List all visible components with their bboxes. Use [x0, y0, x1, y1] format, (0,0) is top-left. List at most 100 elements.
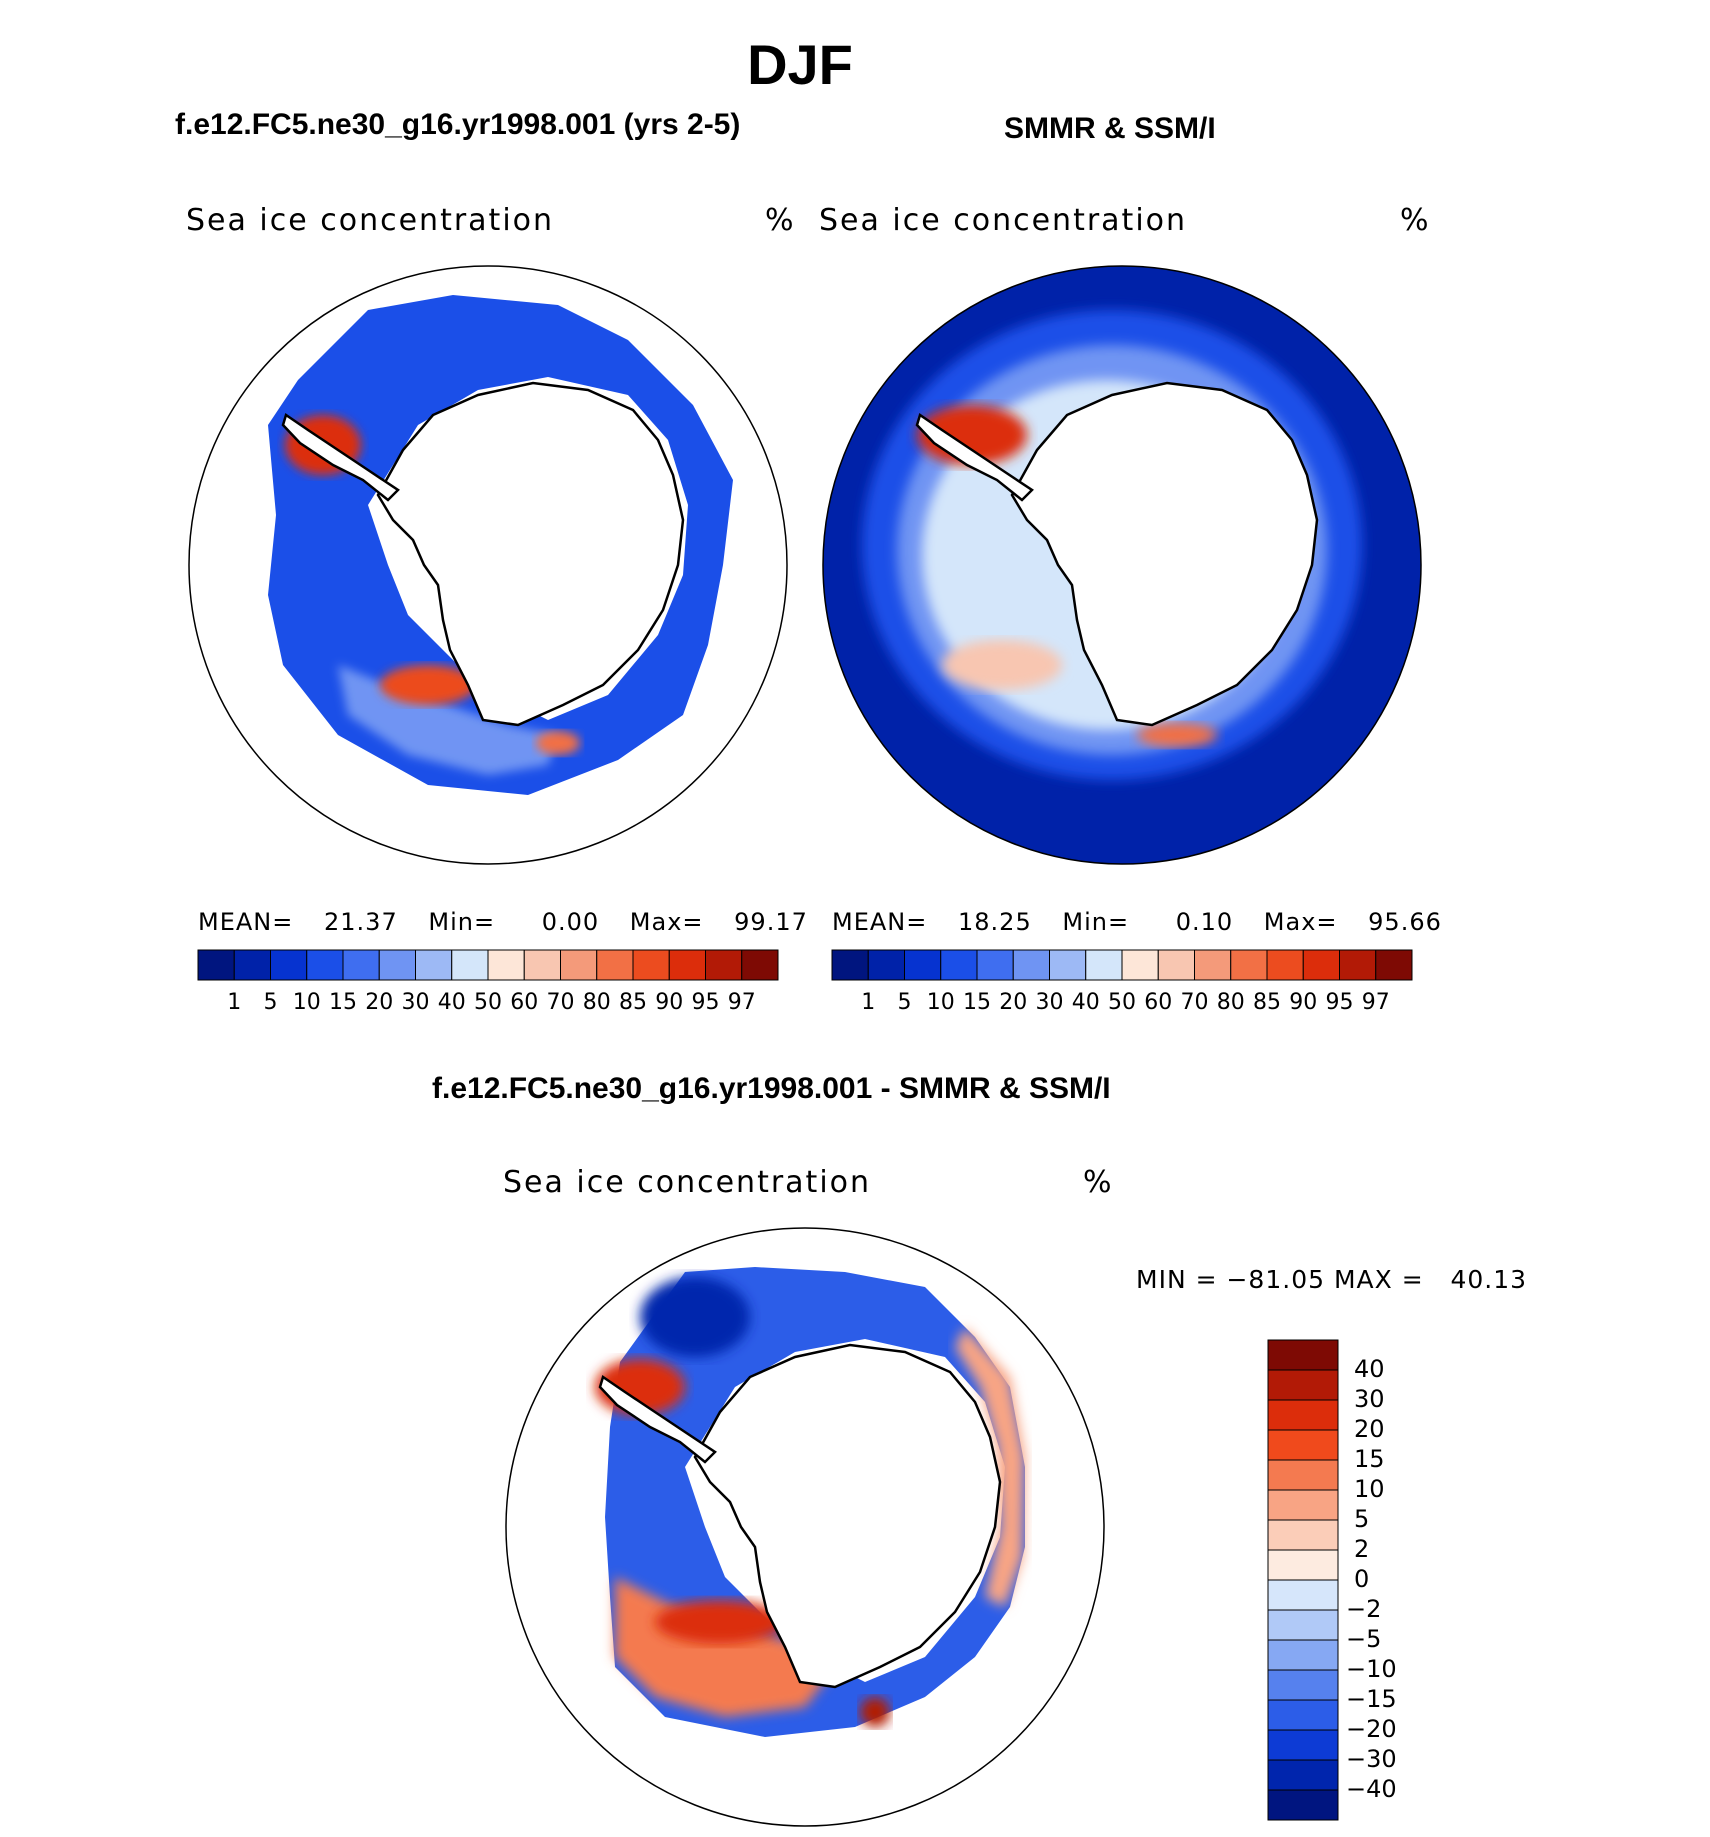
model-antarctica-land	[376, 381, 685, 727]
page-title: DJF	[747, 33, 853, 96]
model-colorbar-box-10	[560, 949, 598, 981]
diff-peninsula	[598, 1375, 717, 1464]
model-units-label: %	[765, 203, 796, 238]
model-colorbar-tick: 95	[691, 990, 720, 1015]
diff-colorbar-box-6	[1267, 1519, 1339, 1551]
model-colorbar-box-0	[197, 949, 235, 981]
model-colorbar-tick: 40	[437, 990, 466, 1015]
model-colorbar-tick: 90	[655, 990, 684, 1015]
obs-colorbar-tick: 15	[963, 990, 991, 1015]
obs-colorbar-box-11	[1230, 949, 1268, 981]
diff-colorbar-box-8	[1267, 1579, 1339, 1611]
model-colorbar-tick: 85	[619, 990, 647, 1015]
obs-colorbar-box-9	[1157, 949, 1195, 981]
obs-colorbar-box-4	[976, 949, 1014, 981]
diff-colorbar-tick: 15	[1354, 1445, 1385, 1473]
diff-colorbar-tick: 10	[1354, 1475, 1385, 1503]
diff-field	[595, 1267, 1025, 1737]
model-colorbar-tick: 80	[582, 990, 611, 1015]
obs-map	[822, 265, 1422, 865]
model-mean-value: 21.37	[324, 908, 398, 936]
obs-colorbar-box-6	[1049, 949, 1087, 981]
model-colorbar-box-1	[233, 949, 271, 981]
diff-colorbar-box-3	[1267, 1429, 1339, 1461]
model-ice-ring	[268, 295, 733, 795]
obs-colorbar-tick: 90	[1289, 990, 1318, 1015]
diff-units-label: %	[1083, 1165, 1114, 1200]
model-max-value: 99.17	[734, 908, 808, 936]
obs-colorbar-tick: 20	[999, 990, 1028, 1015]
model-colorbar-box-8	[487, 949, 525, 981]
diff-colorbar-tick: −20	[1346, 1715, 1397, 1743]
diff-colorbar-box-12	[1267, 1699, 1339, 1731]
diff-variable-label: Sea ice concentration	[503, 1165, 872, 1200]
model-colorbar-tick: 30	[401, 990, 430, 1015]
model-colorbar-box-14	[705, 949, 743, 981]
model-ice-high-ross	[380, 665, 476, 705]
model-colorbar-box-6	[415, 949, 453, 981]
diff-colorbar	[1267, 1339, 1339, 1821]
obs-max-label: Max=	[1263, 908, 1338, 936]
diff-colorbar-box-15	[1267, 1789, 1339, 1821]
diff-colorbar-tick: −5	[1346, 1625, 1382, 1653]
model-map-border	[188, 265, 788, 865]
model-map	[188, 265, 788, 865]
model-colorbar-tick: 1	[227, 990, 242, 1015]
diff-colorbar-box-0	[1267, 1339, 1339, 1371]
obs-colorbar	[831, 949, 1413, 981]
obs-antarctica-land	[1010, 381, 1319, 727]
model-colorbar-box-2	[270, 949, 308, 981]
obs-colorbar-tick: 1	[861, 990, 876, 1015]
model-colorbar-tick: 60	[510, 990, 539, 1015]
model-variable-label: Sea ice concentration	[186, 203, 555, 238]
obs-mean-label: MEAN=	[832, 908, 928, 936]
model-peninsula	[281, 413, 400, 502]
diff-colorbar-tick: 20	[1354, 1415, 1385, 1443]
model-colorbar-tick: 15	[329, 990, 357, 1015]
model-colorbar	[197, 949, 779, 981]
model-colorbar-tick: 97	[727, 990, 756, 1015]
diff-colorbar-box-14	[1267, 1759, 1339, 1791]
model-colorbar-tick: 50	[474, 990, 502, 1015]
model-max-label: Max=	[629, 908, 704, 936]
diff-colorbar-tick: −30	[1346, 1745, 1397, 1773]
diff-colorbar-tick: −40	[1346, 1775, 1397, 1803]
obs-colorbar-box-14	[1339, 949, 1377, 981]
obs-map-border	[822, 265, 1422, 865]
diff-colorbar-tick: 0	[1354, 1565, 1370, 1593]
model-ice-high-amundsen	[536, 731, 580, 755]
model-colorbar-box-15	[741, 949, 779, 981]
obs-colorbar-tick: 5	[897, 990, 912, 1015]
obs-colorbar-box-10	[1194, 949, 1232, 981]
model-stats: MEAN= 21.37 Min= 0.00 Max= 99.17	[198, 908, 808, 936]
model-min-value: 0.00	[541, 908, 600, 936]
model-colorbar-box-13	[668, 949, 706, 981]
obs-colorbar-box-13	[1302, 949, 1340, 981]
obs-colorbar-box-12	[1266, 949, 1304, 981]
diff-minmax: MIN = −81.05 MAX = 40.13	[1136, 1265, 1528, 1294]
model-colorbar-box-11	[596, 949, 634, 981]
obs-colorbar-tick: 60	[1144, 990, 1173, 1015]
model-colorbar-tick: 5	[263, 990, 278, 1015]
model-colorbar-box-4	[342, 949, 380, 981]
obs-colorbar-tick: 50	[1108, 990, 1136, 1015]
diff-colorbar-tick: −10	[1346, 1655, 1397, 1683]
obs-colorbar-box-8	[1121, 949, 1159, 981]
diff-colorbar-box-2	[1267, 1399, 1339, 1431]
diff-colorbar-ticks: 40 30 20 15 10 5 2 0 −2 −5 −10 −15 −20 −30 −40	[1346, 1340, 1436, 1820]
diff-colorbar-tick: 5	[1354, 1505, 1370, 1533]
model-colorbar-box-5	[378, 949, 416, 981]
obs-mean-value: 18.25	[958, 908, 1032, 936]
obs-units-label: %	[1400, 203, 1431, 238]
obs-colorbar-box-5	[1012, 949, 1050, 981]
diff-colorbar-box-1	[1267, 1369, 1339, 1401]
obs-colorbar-box-2	[904, 949, 942, 981]
obs-ice-high-ross	[942, 640, 1062, 690]
obs-ice-high-amundsen	[1137, 723, 1217, 747]
model-colorbar-box-3	[306, 949, 344, 981]
obs-colorbar-box-3	[940, 949, 978, 981]
diff-colorbar-tick: −2	[1346, 1595, 1382, 1623]
diff-ring-positive-east	[955, 1327, 1025, 1607]
obs-min-value: 0.10	[1175, 908, 1234, 936]
diff-map-border	[505, 1227, 1105, 1827]
